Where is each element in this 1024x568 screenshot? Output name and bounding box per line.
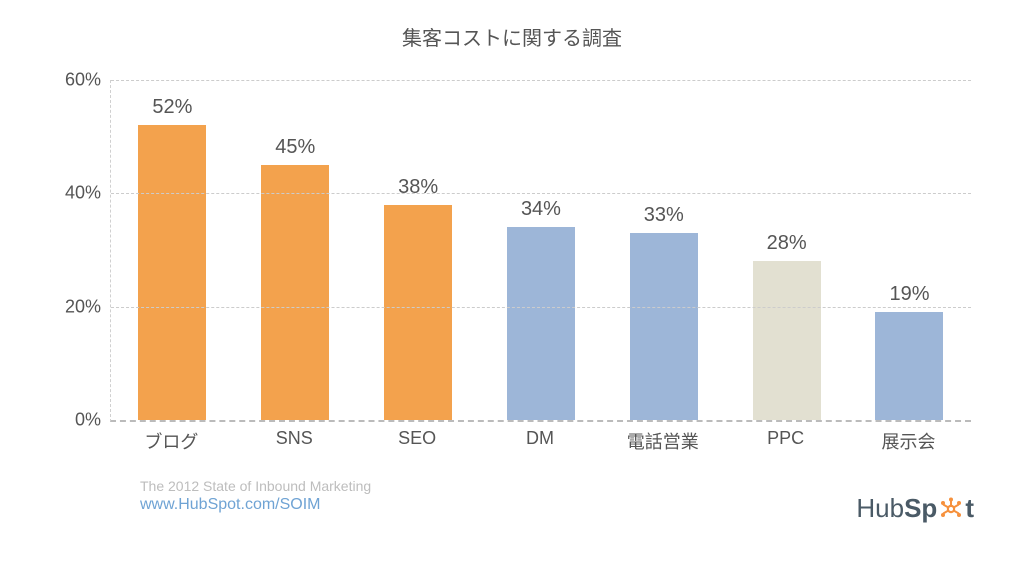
bar-slot: 28% [738,80,836,420]
bar-value-label: 34% [521,198,561,221]
brand-logo: Hub Sp t [856,493,974,524]
chart-container: 集客コストに関する調査 52% 45% 38% 34% 33% 28% 19% 0% 20% 4… [0,0,1024,568]
brand-text-prefix: Hub [856,493,904,524]
bar-value-label: 33% [644,204,684,227]
gridline [111,193,971,194]
bar-rect [875,312,943,420]
sprocket-icon [939,497,963,521]
bar-rect [630,233,698,420]
footer: The 2012 State of Inbound Marketing www.… [140,477,371,516]
bar-slot: 34% [492,80,590,420]
x-axis-label: 展示会 [859,428,957,454]
x-axis-label: SNS [245,428,343,454]
gridline [111,80,971,81]
footer-caption: The 2012 State of Inbound Marketing [140,477,371,495]
bar-rect [753,261,821,420]
bar-value-label: 52% [152,96,192,119]
bar-rect [138,125,206,420]
brand-text-suffix: Sp [904,493,937,524]
bar-rect [507,227,575,420]
ytick-label: 60% [65,70,111,91]
bar-slot: 33% [615,80,713,420]
x-axis-label: ブログ [122,428,220,454]
ytick-label: 40% [65,183,111,204]
footer-link[interactable]: www.HubSpot.com/SOIM [140,495,371,516]
bar-rect [384,205,452,420]
bar-slot: 19% [860,80,958,420]
bar-slot: 52% [123,80,221,420]
brand-text-tail: t [965,493,974,524]
x-axis-label: PPC [737,428,835,454]
ytick-label: 20% [65,296,111,317]
x-axis-labels: ブログ SNS SEO DM 電話営業 PPC 展示会 [110,428,970,454]
x-axis-label: SEO [368,428,466,454]
gridline [111,307,971,308]
x-axis-label: DM [491,428,589,454]
bar-rect [261,165,329,420]
bar-value-label: 28% [767,232,807,255]
bar-value-label: 38% [398,176,438,199]
bars-group: 52% 45% 38% 34% 33% 28% 19% [111,80,971,420]
plot-area: 52%45%38%34%33%28%19% 0%20%40%60% [110,80,971,422]
bar-slot: 45% [246,80,344,420]
x-axis-label: 電話営業 [614,428,712,454]
ytick-label: 0% [75,410,111,431]
chart-title: 集客コストに関する調査 [0,22,1024,51]
bar-value-label: 19% [889,283,929,306]
bar-value-label: 45% [275,136,315,159]
bar-slot: 38% [369,80,467,420]
